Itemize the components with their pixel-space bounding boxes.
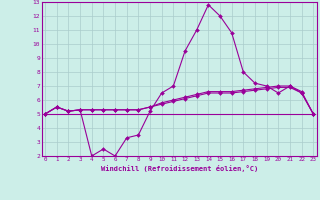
- X-axis label: Windchill (Refroidissement éolien,°C): Windchill (Refroidissement éolien,°C): [100, 165, 258, 172]
